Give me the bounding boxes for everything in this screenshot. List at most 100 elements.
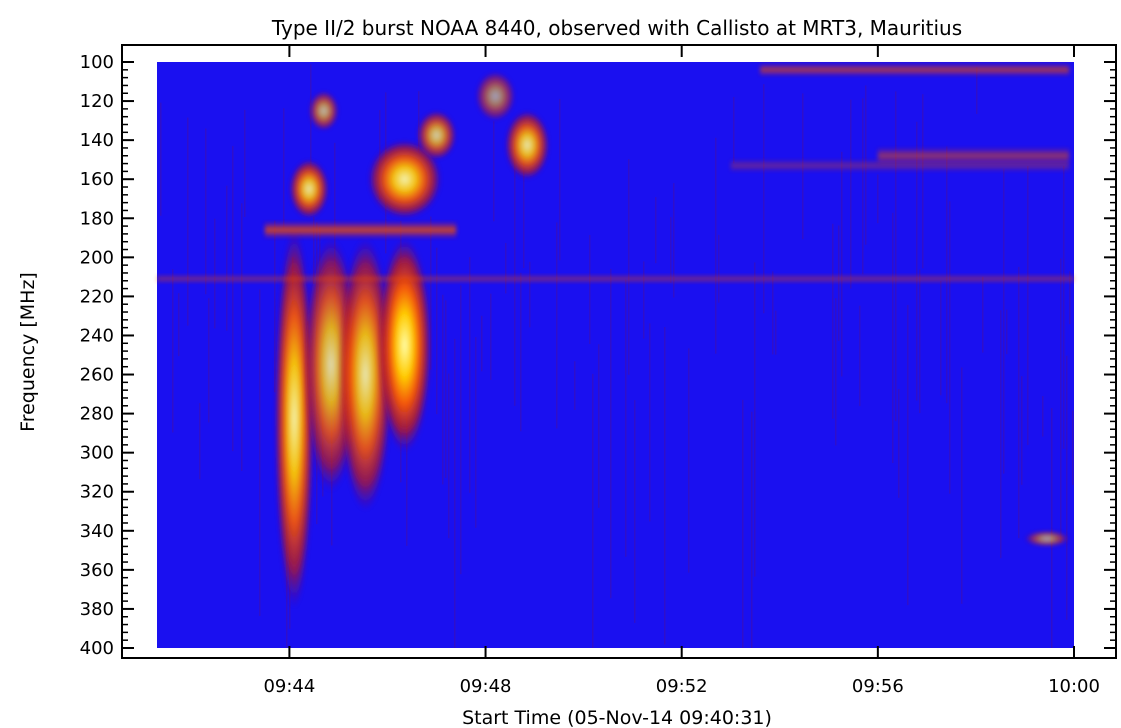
burst-feature: main burst lane 3 <box>338 237 393 512</box>
noise-streak <box>1051 408 1053 648</box>
x-tick-label: 09:56 <box>852 676 904 697</box>
noise-streak <box>733 96 735 164</box>
noise-streak <box>529 261 531 328</box>
noise-streak <box>241 203 243 471</box>
noise-streak <box>283 108 285 230</box>
noise-streak <box>1027 166 1029 446</box>
noise-streak <box>688 348 690 573</box>
y-tick-label: 280 <box>80 404 114 425</box>
noise-streak <box>1066 355 1068 620</box>
y-tick-label: 160 <box>80 169 114 190</box>
noise-streak <box>1060 258 1062 543</box>
noise-streak <box>949 201 951 494</box>
x-tick-label: 09:48 <box>460 676 512 697</box>
noise-streak <box>214 218 216 329</box>
burst-feature: upper patch 6 <box>475 71 515 121</box>
burst-feature: main burst lane 1 <box>274 228 314 609</box>
noise-streak <box>772 271 774 355</box>
y-tick-label: 260 <box>80 365 114 386</box>
noise-streak <box>628 159 630 375</box>
noise-streak <box>754 262 756 577</box>
y-tick-label: 220 <box>80 286 114 307</box>
noise-streak <box>430 216 432 370</box>
noise-streak <box>313 217 315 284</box>
noise-streak <box>514 143 516 406</box>
noise-streak <box>946 146 948 404</box>
burst-feature: upper patch 2 <box>309 91 339 131</box>
noise-streak <box>655 197 657 264</box>
noise-streak <box>1000 310 1002 559</box>
noise-streak <box>574 361 576 410</box>
noise-streak <box>877 174 879 224</box>
noise-streak <box>634 400 636 623</box>
noise-streak <box>556 222 558 429</box>
noise-streak <box>505 242 507 294</box>
noise-streak <box>673 183 675 298</box>
burst-feature: upper patch 1 <box>289 159 329 219</box>
noise-streak <box>598 344 600 508</box>
noise-streak <box>1063 165 1065 449</box>
noise-streak <box>775 310 777 355</box>
noise-streak <box>895 91 897 422</box>
noise-streak <box>199 403 201 480</box>
noise-streak <box>1042 396 1044 437</box>
burst-feature: band 100 MHz <box>760 63 1070 76</box>
noise-streak <box>859 305 861 407</box>
burst-feature: main burst lane 4 <box>377 237 432 453</box>
noise-streak <box>490 293 492 380</box>
noise-streak <box>610 268 612 599</box>
noise-streak <box>448 373 450 539</box>
noise-streak <box>625 279 627 557</box>
noise-streak <box>862 98 864 275</box>
noise-streak <box>1069 271 1071 325</box>
y-tick-label: 320 <box>80 482 114 503</box>
burst-feature: interference line 210 MHz <box>157 274 1074 283</box>
noise-streak <box>160 102 162 216</box>
noise-streak <box>259 289 261 617</box>
noise-streak <box>418 91 420 152</box>
burst-feature: upper patch 3 <box>367 140 442 219</box>
chart-title: Type II/2 burst NOAA 8440, observed with… <box>271 16 962 40</box>
noise-streak <box>460 285 462 575</box>
noise-streak <box>718 234 720 303</box>
x-tick-label: 09:44 <box>263 676 315 697</box>
y-axis-label: Frequency [MHz] <box>17 272 39 432</box>
y-tick-label: 240 <box>80 325 114 346</box>
noise-streak <box>982 276 984 353</box>
noise-streak <box>481 315 483 372</box>
noise-streak <box>898 389 900 498</box>
noise-streak <box>310 64 312 213</box>
noise-streak <box>670 217 672 283</box>
noise-streak <box>1072 410 1074 485</box>
x-axis-label: Start Time (05-Nov-14 09:40:31) <box>462 707 772 728</box>
burst-feature: upper patch 5 <box>505 110 550 180</box>
burst-feature: patch 345 MHz <box>1024 530 1070 547</box>
noise-streak <box>664 327 666 645</box>
noise-streak <box>976 66 978 114</box>
y-tick-label: 140 <box>80 130 114 151</box>
noise-streak <box>445 300 447 478</box>
noise-streak <box>892 212 894 464</box>
noise-streak <box>208 298 210 423</box>
noise-streak <box>274 220 276 393</box>
y-tick-label: 340 <box>80 521 114 542</box>
noise-streak <box>919 269 921 414</box>
noise-streak <box>835 298 837 446</box>
noise-streak <box>961 367 963 604</box>
x-tick-label: 09:52 <box>656 676 708 697</box>
noise-streak <box>715 137 717 354</box>
noise-streak <box>442 294 444 485</box>
noise-streak <box>454 338 456 648</box>
noise-streak <box>850 99 852 289</box>
y-tick-label: 360 <box>80 560 114 581</box>
noise-streak <box>841 151 843 377</box>
burst-feature: upper patch 4 <box>416 110 457 160</box>
noise-streak <box>838 225 840 341</box>
burst-feature: horizontal bar 185 MHz <box>264 222 457 238</box>
noise-streak <box>559 98 561 261</box>
noise-streak <box>589 235 591 344</box>
x-tick-label: 10:00 <box>1048 676 1100 697</box>
y-tick-label: 120 <box>80 91 114 112</box>
noise-streak <box>244 109 246 217</box>
noise-streak <box>523 124 525 268</box>
